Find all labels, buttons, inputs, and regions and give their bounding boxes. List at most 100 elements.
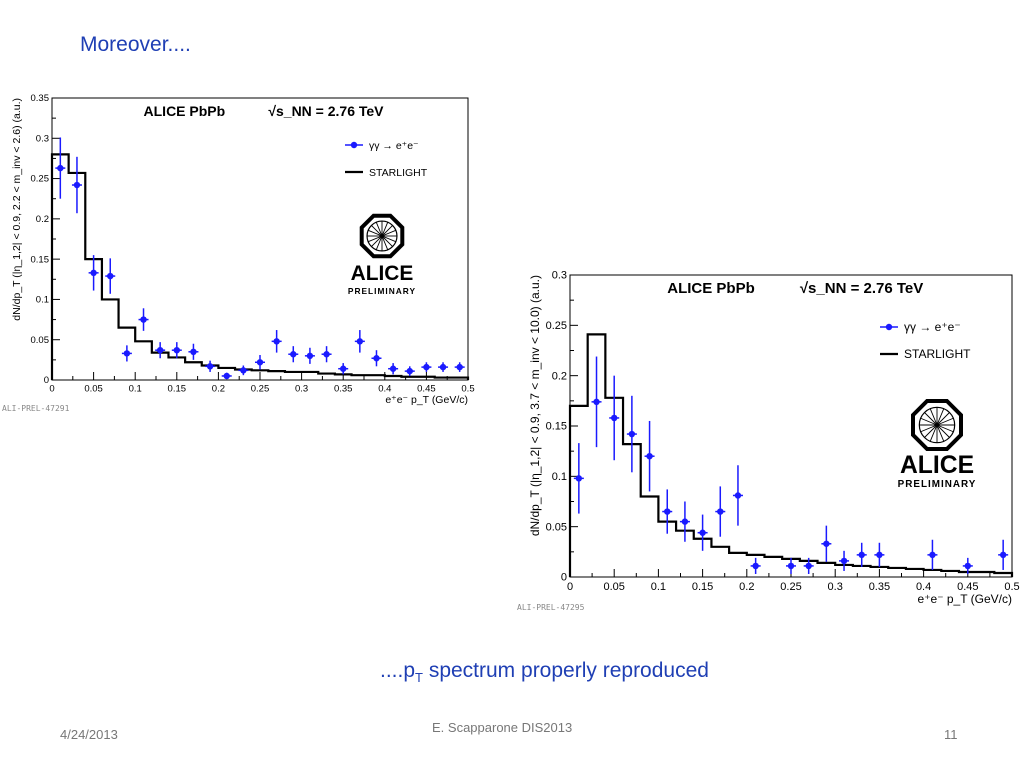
x-tick-label: 0.45 [957, 581, 978, 593]
y-tick-label: 0 [561, 572, 567, 584]
data-point [389, 365, 397, 372]
y-tick-label: 0 [44, 375, 49, 386]
legend-label-data: γγ → e⁺e⁻ [904, 320, 961, 334]
data-point [240, 367, 247, 374]
y-tick-label: 0.05 [31, 335, 50, 346]
data-point [206, 363, 214, 370]
footer-author: E. Scapparone DIS2013 [432, 720, 573, 735]
energy-label: √s_NN = 2.76 TeV [268, 103, 384, 119]
caption-suffix: spectrum properly reproduced [422, 659, 709, 682]
legend-label-starlight: STARLIGHT [369, 167, 428, 179]
data-point [290, 351, 297, 358]
alice-logo-spoke [368, 235, 383, 243]
chart-low-mass: 0 0.05 0.1 0.15 0.2 0.25 0.3 0.35 0.4 0.45 0.5 0 0.0… [2, 93, 475, 413]
data-point [805, 562, 812, 570]
alice-logo-spoke [929, 408, 938, 426]
data-point [646, 453, 653, 460]
alice-logo-spoke [381, 229, 396, 237]
alice-logo-spoke [920, 424, 938, 433]
y-axis-label: dN/dp_T (|η_1,2| < 0.9, 2.2 < m_inv < 2.… [11, 98, 23, 321]
caption-prefix: ....p [380, 659, 416, 682]
data-point [699, 529, 706, 536]
alice-logo-spoke [936, 412, 950, 426]
data-point [964, 562, 971, 570]
x-tick-label: 0.1 [129, 384, 142, 395]
x-axis-label: e⁺e⁻ p_T (GeV/c) [385, 394, 468, 406]
chart-high-mass: 0 0.05 0.1 0.15 0.2 0.25 0.3 0.35 0.4 0.45 0.5 0 0.0… [517, 270, 1020, 612]
data-point [323, 351, 330, 358]
data-point [223, 372, 230, 380]
data-point [256, 359, 264, 366]
x-tick-label: 0.3 [295, 384, 308, 395]
y-tick-label: 0.25 [31, 174, 50, 185]
data-point [999, 551, 1007, 559]
starlight-histogram [568, 333, 1014, 577]
data-point [664, 508, 671, 515]
alice-logo-icon [911, 399, 963, 451]
y-tick-label: 0.15 [546, 421, 567, 433]
data-point [439, 363, 447, 371]
data-point [356, 338, 364, 345]
x-tick-label: 0.45 [417, 384, 436, 395]
data-point [611, 414, 618, 422]
x-axis-label: e⁺e⁻ p_T (GeV/c) [918, 592, 1012, 606]
alice-logo-spoke [929, 424, 938, 442]
data-point [787, 562, 795, 570]
x-tick-label: 0.25 [780, 581, 801, 593]
x-tick-label: 0.3 [828, 581, 843, 593]
y-axis-label: dN/dp_T (|η_1,2| < 0.9, 3.7 < m_inv < 10… [528, 275, 542, 536]
data-point [823, 540, 830, 547]
x-tick-label: 0.25 [251, 384, 270, 395]
alice-logo-spoke [924, 424, 938, 438]
figure-tag: ALI-PREL-47295 [517, 603, 585, 612]
alice-logo-spoke [381, 225, 393, 237]
y-tick-label: 0.2 [552, 370, 567, 382]
x-tick-label: 0 [49, 384, 54, 395]
data-point [140, 316, 147, 323]
data-point [190, 348, 197, 355]
alice-logo-spoke [920, 417, 938, 426]
data-point [173, 346, 180, 354]
alice-logo-spoke [371, 225, 383, 237]
data-point [456, 363, 463, 371]
alice-logo-spoke [381, 222, 389, 237]
alice-logo-spoke [371, 235, 383, 247]
data-point [107, 272, 114, 280]
footer-page-number: 11 [944, 727, 958, 742]
alice-logo-spoke [936, 408, 945, 426]
slide-caption: ....pT spectrum properly reproduced [380, 659, 709, 685]
data-point [717, 508, 724, 515]
alice-logo-spoke [368, 229, 383, 237]
alice-logo-spoke [936, 424, 950, 438]
data-point [423, 363, 430, 371]
data-point [929, 551, 936, 559]
legend-marker-point [350, 141, 358, 149]
chart-title: ALICE PbPb [144, 103, 226, 119]
data-point [628, 430, 636, 438]
x-tick-label: 0.5 [1004, 581, 1019, 593]
footer-date: 4/24/2013 [60, 727, 118, 742]
data-point [593, 398, 600, 406]
alice-logo-icon [359, 213, 405, 259]
figure-tag: ALI-PREL-47291 [2, 404, 70, 413]
x-tick-label: 0.15 [168, 384, 187, 395]
alice-logo-spoke [381, 235, 389, 250]
alice-logo-spoke [381, 235, 393, 247]
x-tick-label: 0.35 [334, 384, 353, 395]
data-point [273, 338, 280, 345]
alice-logo-spoke [936, 424, 945, 442]
alice-logo-subtext: PRELIMINARY [898, 479, 977, 490]
data-point [123, 350, 131, 357]
caption-subscript: T [415, 670, 423, 686]
data-point [840, 557, 848, 565]
x-tick-label: 0.2 [212, 384, 225, 395]
data-point [156, 346, 164, 354]
x-tick-label: 0.05 [603, 581, 624, 593]
x-tick-label: 0.4 [916, 581, 931, 593]
data-point [340, 365, 347, 372]
data-point [73, 181, 81, 189]
y-tick-label: 0.1 [552, 471, 567, 483]
data-point [306, 352, 314, 360]
y-tick-label: 0.05 [546, 521, 567, 533]
alice-logo-spoke [375, 235, 383, 250]
